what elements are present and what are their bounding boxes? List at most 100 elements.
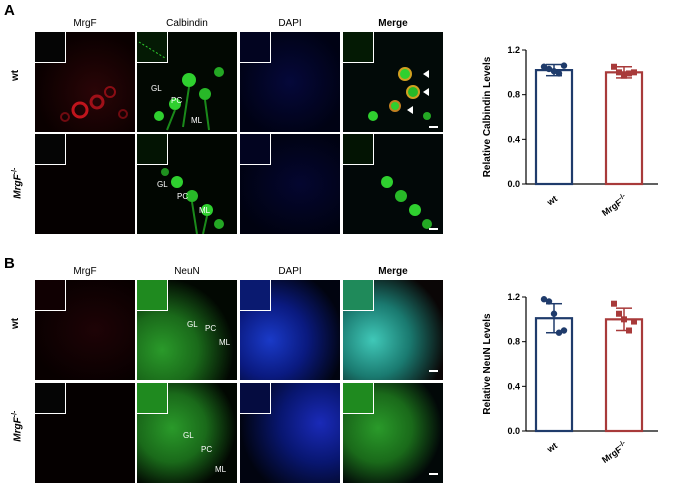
chart-b-point-0-0 [540, 296, 548, 303]
b-ko-merge-inset [343, 383, 374, 414]
chart-b-xlabel-1-sup: -/- [617, 439, 627, 449]
a-ko-gl-label: GL [157, 180, 168, 189]
chart-a-bar-0 [534, 68, 574, 186]
chart-b-point-0-4 [560, 327, 568, 334]
chart-b-xlabel-0: wt [544, 440, 559, 455]
a-wt-dapi-image [240, 32, 340, 132]
b-wt-gl-label: GL [187, 320, 198, 329]
panel-b-row-ko: MrgF-/- [11, 411, 23, 442]
a-ko-dapi-image [240, 134, 340, 234]
chart-b-point-1-1 [616, 310, 622, 317]
b-wt-dapi-inset [240, 280, 271, 311]
b-wt-ml-label: ML [219, 338, 231, 347]
a-ko-scalebar [429, 228, 438, 230]
chart-b-bar-1 [604, 318, 644, 433]
chart-b-ytick-label-3: 1.2 [507, 292, 520, 302]
panel-a-row-ko: MrgF-/- [11, 168, 23, 199]
b-wt-scalebar [429, 370, 438, 372]
chart-a-point-1-2 [621, 72, 627, 79]
a-ko-mrgf-image [35, 134, 135, 234]
chart-a-ytick-label-0: 0.0 [507, 179, 520, 189]
chart-a-point-0-4 [560, 62, 568, 69]
a-arrowhead-1 [423, 70, 429, 78]
b-ko-dapi-image [240, 383, 340, 483]
chart-a-point-0-3 [555, 70, 563, 77]
a-wt-calbindin-image: GL PC ML [137, 32, 237, 132]
chart-b-point-0-2 [550, 310, 558, 317]
panel-b-row-ko-sup: -/- [11, 410, 19, 418]
a-wt-mrgf-image [35, 32, 135, 132]
chart-a-point-1-1 [616, 69, 622, 76]
a-arrowhead-2 [423, 88, 429, 96]
a-wt-gl-label: GL [151, 84, 162, 93]
b-ko-ml-label: ML [215, 465, 227, 474]
chart-a-point-1-0 [611, 63, 617, 70]
b-wt-dapi-image [240, 280, 340, 380]
b-wt-merge-inset [343, 280, 374, 311]
a-wt-dapi-inset [240, 32, 271, 63]
panel-b-col-neun: NeuN [174, 266, 200, 277]
b-ko-dapi-inset [240, 383, 271, 414]
panel-a-col-merge: Merge [378, 18, 408, 29]
a-ko-pc-label: PC [177, 192, 189, 201]
chart-b-point-1-3 [626, 327, 632, 334]
chart-b-point-1-2 [621, 316, 627, 323]
a-wt-merge-cells [368, 67, 431, 121]
chart-a-xlabel-0: wt [544, 193, 559, 208]
a-ko-merge-cells [381, 176, 432, 229]
a-ko-calbindin-cells [161, 168, 224, 234]
a-ko-merge-image [343, 134, 443, 234]
chart-a-xlabel-1-sup: -/- [617, 192, 627, 202]
a-wt-merge-inset [343, 32, 374, 63]
chart-b-ytick-label-1: 0.4 [507, 381, 520, 391]
a-ko-dapi-inset [240, 134, 271, 165]
chart-a-ytick-label-2: 0.8 [507, 90, 520, 100]
panel-a-col-dapi: DAPI [278, 18, 302, 29]
panel-b-letter: B [4, 255, 15, 272]
a-ko-merge-inset [343, 134, 374, 165]
chart-b-bar-0 [534, 317, 574, 433]
a-wt-mrgf-inset [35, 32, 66, 63]
panel-b-col-merge: Merge [378, 266, 408, 277]
chart-a-bar-1 [604, 71, 644, 186]
a-wt-pc-label: PC [171, 96, 183, 105]
a-wt-calbindin-cells [138, 41, 224, 131]
b-wt-mrgf-inset [35, 280, 66, 311]
b-ko-pc-label: PC [201, 445, 213, 454]
a-wt-mrgf-cells [60, 86, 128, 122]
chart-a-xlabel-1: MrgF-/- [599, 192, 629, 218]
b-ko-gl-label: GL [183, 431, 194, 440]
chart-b-ylabel: Relative NeuN Levels [482, 313, 493, 415]
chart-b-ytick-label-0: 0.0 [507, 426, 520, 436]
b-ko-mrgf-inset [35, 383, 66, 414]
b-ko-neun-inset [137, 383, 168, 414]
panel-b-row-ko-base: MrgF [12, 417, 24, 442]
chart-a-point-0-1 [545, 65, 553, 73]
b-wt-pc-label: PC [205, 324, 217, 333]
b-ko-scalebar [429, 473, 438, 475]
chart-a-ylabel: Relative Calbindin Levels [482, 56, 493, 177]
b-ko-merge-image [343, 383, 443, 483]
chart-a-point-1-4 [631, 69, 637, 76]
a-wt-merge-image [343, 32, 443, 132]
chart-a-point-0-2 [550, 68, 558, 75]
chart-a-ytick-label-1: 0.4 [507, 134, 520, 144]
panel-a-col-mrgf: MrgF [73, 18, 97, 29]
chart-b-point-0-3 [555, 329, 563, 336]
chart-a: Relative Calbindin Levels 0.0 0.4 0.8 1.2 wt M… [482, 45, 658, 218]
chart-a-ytick-label-3: 1.2 [507, 45, 520, 55]
panel-a-letter: A [4, 2, 15, 19]
panel-a-row-ko-base: MrgF [12, 174, 24, 199]
chart-b-point-0-1 [545, 298, 553, 305]
a-ko-ml-label: ML [199, 206, 211, 215]
panel-a-row-ko-sup: -/- [11, 167, 19, 175]
chart-b-xlabel-1: MrgF-/- [599, 439, 629, 465]
chart-b-point-1-0 [611, 300, 617, 307]
chart-a-point-1-3 [626, 70, 632, 77]
b-wt-neun-image: GL PC ML [137, 280, 237, 380]
chart-a-point-0-0 [540, 63, 548, 70]
panel-a-row-wt: wt [10, 69, 22, 82]
panel-b-col-mrgf: MrgF [73, 266, 97, 277]
b-ko-mrgf-image [35, 383, 135, 483]
panel-b-row-wt: wt [10, 317, 22, 330]
